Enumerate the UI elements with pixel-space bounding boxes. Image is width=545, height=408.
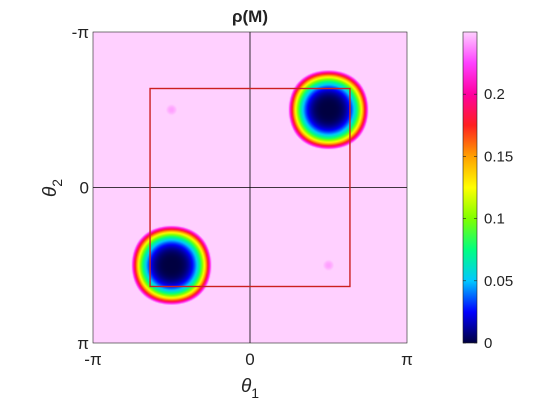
plot-frame xyxy=(92,31,408,344)
x-axis-label: θ1 xyxy=(241,376,259,401)
y-tick-label: -π xyxy=(72,23,89,42)
y-tick-label: 0 xyxy=(80,179,89,198)
x-tick-label: 0 xyxy=(245,350,254,369)
colorbar-tick-label: 0.2 xyxy=(484,86,505,103)
y-axis-label-main: θ xyxy=(40,186,61,197)
chart-title: ρ(M) xyxy=(232,7,268,26)
x-tick-label: -π xyxy=(84,350,101,369)
y-axis-label-sub: 2 xyxy=(49,179,65,187)
y-tick-label: π xyxy=(77,334,89,353)
colorbar-tick-label: 0.15 xyxy=(484,148,513,165)
y-axis-label: θ2 xyxy=(40,179,65,197)
colorbar-tick-label: 0 xyxy=(484,335,492,352)
x-axis-label-main: θ xyxy=(241,376,252,397)
x-tick-label: π xyxy=(401,350,413,369)
colorbar-ticks: 0 0.05 0.1 0.15 0.2 xyxy=(463,86,513,352)
y-tick-labels: -π 0 π xyxy=(72,23,89,353)
colorbar-tick-label: 0.1 xyxy=(484,211,505,228)
colorbar xyxy=(462,31,478,344)
x-tick-labels: -π 0 π xyxy=(84,350,413,369)
highlight-box xyxy=(149,87,351,288)
colorbar-tick-label: 0.05 xyxy=(484,273,513,290)
x-axis-label-sub: 1 xyxy=(251,385,259,401)
